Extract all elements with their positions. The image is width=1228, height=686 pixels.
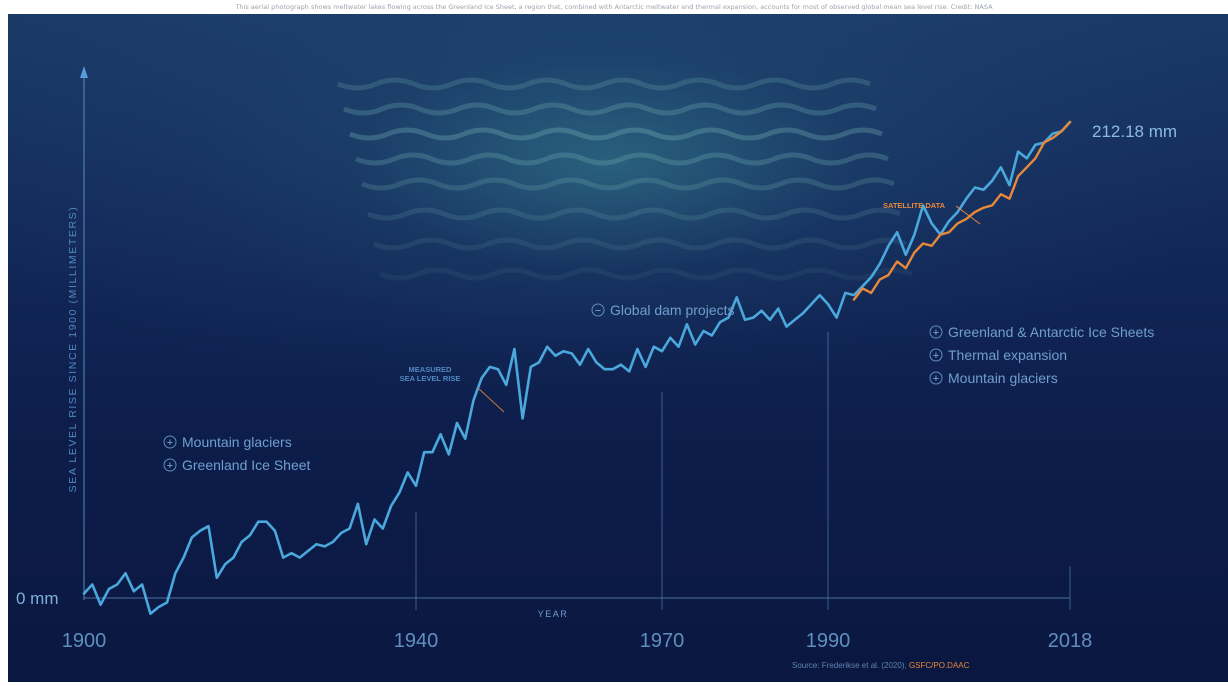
y-axis-label: SEA LEVEL RISE SINCE 1900 (MILLIMETERS) xyxy=(67,206,79,493)
caustic-wave xyxy=(379,267,913,281)
measured-series-line xyxy=(82,120,1072,615)
chart-panel: SEA LEVEL RISE SINCE 1900 (MILLIMETERS) … xyxy=(8,14,1228,682)
year-gridlines xyxy=(415,332,1071,610)
source-prefix: Source: Frederikse et al. (2020), xyxy=(792,661,909,670)
plus-icon xyxy=(163,458,177,472)
annotation-text: Mountain glaciers xyxy=(948,370,1058,386)
plus-icon xyxy=(929,325,943,339)
annotation-text: Mountain glaciers xyxy=(182,434,292,450)
annotation-global-dam-projects: − Global dam projects xyxy=(591,302,735,318)
x-axis-label: YEAR xyxy=(538,609,569,619)
plus-sign: + xyxy=(933,350,939,362)
satellite-label-leader xyxy=(955,205,981,225)
annotation-thermal-expansion: + Thermal expansion xyxy=(929,347,1067,363)
annotation-text: Greenland & Antarctic Ice Sheets xyxy=(948,324,1154,340)
caustic-wave xyxy=(337,77,871,91)
measured-label-line2: SEA LEVEL RISE xyxy=(400,374,461,383)
annotation-text: Greenland Ice Sheet xyxy=(182,457,311,473)
plus-sign: + xyxy=(167,437,173,449)
annotation-text: Thermal expansion xyxy=(948,347,1067,363)
water-texture xyxy=(337,77,913,281)
measured-label-leader xyxy=(477,387,505,413)
annotation-greenland-ice-sheet: + Greenland Ice Sheet xyxy=(163,457,311,473)
plus-icon xyxy=(929,371,943,385)
x-tick-1940: 1940 xyxy=(394,630,439,652)
zero-label: 0 mm xyxy=(16,589,59,608)
x-tick-1990: 1990 xyxy=(806,630,851,652)
annotation-greenland-antarctic: + Greenland & Antarctic Ice Sheets xyxy=(929,324,1154,340)
source-accent: GSFC/PO.DAAC xyxy=(909,661,970,670)
satellite-series-line xyxy=(852,120,1072,301)
caustic-wave xyxy=(349,127,883,141)
annotation-mountain-glaciers-right: + Mountain glaciers xyxy=(929,370,1058,386)
plus-sign: + xyxy=(933,373,939,385)
caustic-wave xyxy=(361,177,895,191)
x-tick-1900: 1900 xyxy=(62,630,107,652)
source-note: Source: Frederikse et al. (2020), GSFC/P… xyxy=(792,661,970,670)
satellite-label: SATELLITE DATA xyxy=(883,201,946,210)
caustic-wave xyxy=(343,102,877,116)
plus-sign: + xyxy=(933,327,939,339)
plus-sign: + xyxy=(167,460,173,472)
caustic-wave xyxy=(373,237,907,251)
annotation-mountain-glaciers-left: + Mountain glaciers xyxy=(163,434,292,450)
x-tick-1970: 1970 xyxy=(640,630,685,652)
annotation-text: Global dam projects xyxy=(610,302,735,318)
sea-level-chart: SEA LEVEL RISE SINCE 1900 (MILLIMETERS) … xyxy=(16,66,1177,670)
caustic-wave xyxy=(367,207,901,221)
x-tick-2018: 2018 xyxy=(1048,630,1093,652)
y-axis-arrow-icon xyxy=(80,66,88,78)
figure-caption: This aerial photograph shows meltwater l… xyxy=(235,3,993,11)
measured-label-line1: MEASURED xyxy=(409,365,453,374)
end-value-label: 212.18 mm xyxy=(1092,122,1177,141)
minus-sign: − xyxy=(595,305,601,317)
caustic-wave xyxy=(355,152,889,166)
minus-icon xyxy=(591,303,605,317)
plus-icon xyxy=(929,348,943,362)
x-tick-labels: 1900 1940 1970 1990 2018 xyxy=(62,630,1093,652)
plus-icon xyxy=(163,435,177,449)
